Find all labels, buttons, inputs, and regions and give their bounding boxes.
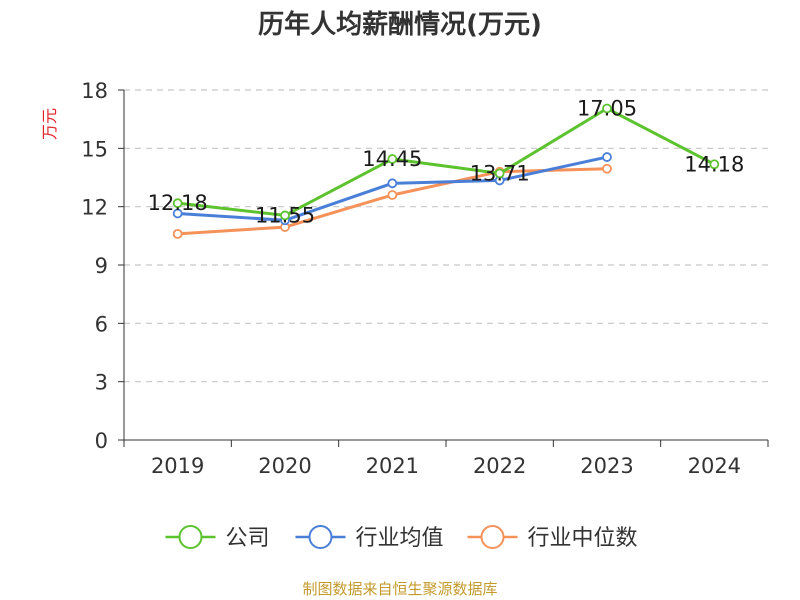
data-point-0 [494, 168, 505, 179]
legend-label-2: 行业中位数 [528, 526, 638, 551]
data-point-1 [387, 178, 398, 189]
x-tick-label: 2020 [258, 454, 311, 478]
data-point-0 [280, 210, 290, 221]
y-tick-label: 9 [95, 254, 108, 278]
data-point-0 [172, 198, 183, 209]
source-note: 制图数据来自恒生聚源数据库 [302, 580, 498, 598]
x-tick-label: 2021 [366, 454, 419, 478]
data-label: 11.55 [255, 203, 315, 227]
data-point-2 [602, 163, 612, 174]
y-tick-label: 15 [81, 137, 108, 161]
x-tick-label: 2024 [688, 454, 741, 478]
data-label: 17.05 [577, 96, 637, 120]
y-tick-label: 3 [95, 371, 108, 395]
data-point-1 [602, 152, 612, 162]
x-tick-label: 2023 [580, 454, 633, 478]
y-tick-label: 6 [95, 312, 108, 336]
legend-marker-2 [480, 525, 505, 549]
legend-marker-1 [308, 525, 333, 549]
data-label: 14.18 [684, 152, 744, 176]
data-point-2 [387, 190, 398, 200]
legend-marker-0 [178, 525, 203, 549]
x-tick-label: 2019 [151, 454, 204, 478]
data-point-1 [172, 208, 183, 219]
x-tick-label: 2022 [473, 454, 526, 478]
data-point-0 [709, 159, 720, 170]
data-label: 14.45 [362, 147, 422, 171]
series-line-0 [177, 106, 716, 217]
data-point-0 [602, 103, 612, 114]
data-label: 13.71 [470, 161, 530, 185]
legend-label-0: 公司 [226, 526, 270, 551]
y-tick-label: 18 [81, 79, 108, 103]
data-label: 12.18 [148, 191, 208, 215]
data-point-2 [172, 228, 183, 239]
chart-title: 历年人均薪酬情况(万元) [258, 10, 542, 40]
data-point-0 [387, 154, 398, 164]
y-tick-label: 0 [95, 429, 108, 453]
y-tick-label: 12 [81, 196, 108, 220]
legend-label-1: 行业均值 [356, 526, 444, 551]
